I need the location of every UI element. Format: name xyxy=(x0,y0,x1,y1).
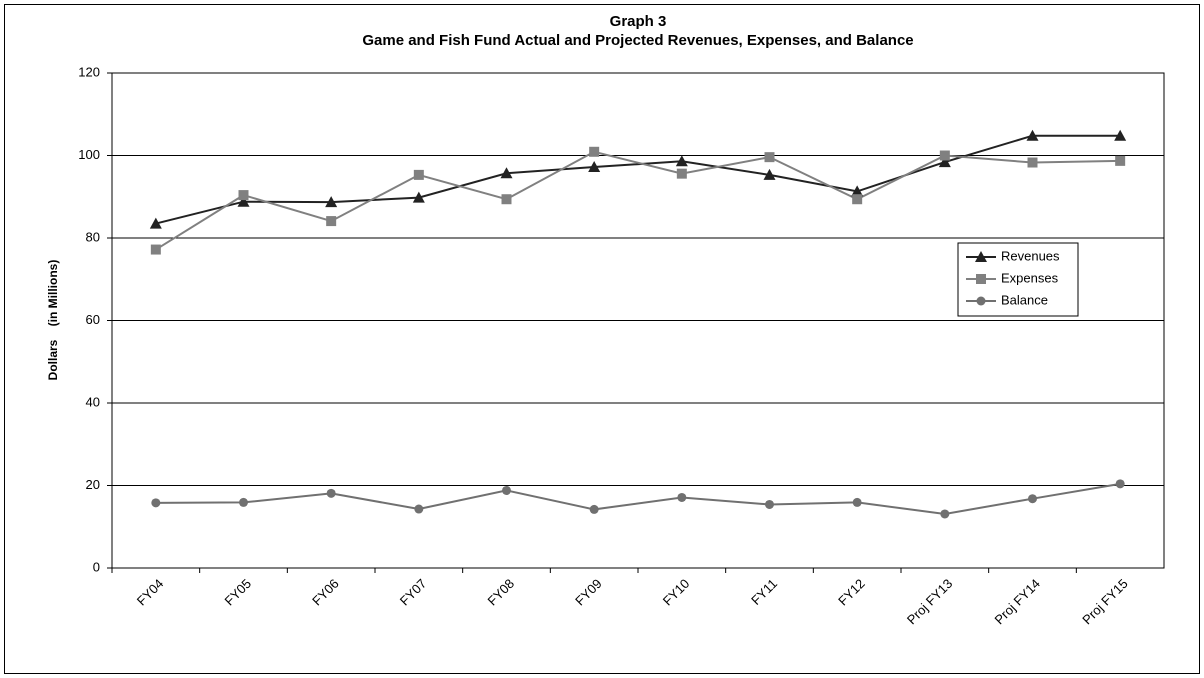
y-tick-label: 20 xyxy=(86,477,100,492)
marker xyxy=(852,497,862,507)
marker xyxy=(502,485,511,495)
marker xyxy=(414,504,424,514)
y-tick-label: 100 xyxy=(78,147,100,162)
marker xyxy=(151,498,161,508)
marker xyxy=(852,194,863,205)
marker xyxy=(589,146,600,157)
legend-label: Revenues xyxy=(1001,248,1060,263)
marker xyxy=(412,191,425,203)
chart-subtitle: Game and Fish Fund Actual and Projected … xyxy=(362,32,913,49)
marker xyxy=(764,152,775,163)
marker xyxy=(1114,129,1127,141)
legend-label: Expenses xyxy=(1001,270,1059,285)
marker xyxy=(589,504,599,514)
marker xyxy=(976,296,986,306)
marker xyxy=(765,499,774,509)
marker xyxy=(239,497,248,507)
marker xyxy=(238,190,249,201)
y-tick-label: 40 xyxy=(86,394,100,409)
marker xyxy=(940,509,950,519)
y-tick-label: 120 xyxy=(78,64,100,79)
marker xyxy=(500,167,513,179)
marker xyxy=(938,156,951,168)
marker xyxy=(501,194,512,205)
marker xyxy=(1027,157,1038,168)
marker xyxy=(763,168,776,180)
y-tick-label: 0 xyxy=(93,559,100,574)
marker xyxy=(975,251,987,262)
marker xyxy=(325,196,338,208)
y-axis-label: Dollars (in Millions) xyxy=(46,260,60,381)
marker xyxy=(1115,155,1126,166)
y-tick-label: 60 xyxy=(86,312,100,327)
series-line xyxy=(155,134,1121,225)
legend: Revenues Expenses Balance xyxy=(957,242,1079,317)
series-line xyxy=(155,150,1121,251)
marker xyxy=(939,150,950,161)
marker xyxy=(1115,479,1125,489)
marker xyxy=(1026,129,1039,141)
chart-title: Graph 3 xyxy=(610,13,667,30)
series-line xyxy=(155,482,1121,515)
marker xyxy=(677,492,687,502)
y-tick-label: 80 xyxy=(86,229,100,244)
marker xyxy=(675,155,688,167)
chart-frame xyxy=(4,4,1200,674)
marker xyxy=(326,488,336,498)
marker xyxy=(976,274,986,284)
legend-label: Balance xyxy=(1001,292,1048,307)
marker xyxy=(851,185,864,197)
marker xyxy=(237,195,250,207)
marker xyxy=(149,217,162,229)
marker xyxy=(413,169,424,180)
marker xyxy=(676,168,687,179)
marker xyxy=(326,216,337,227)
marker xyxy=(1028,494,1037,504)
marker xyxy=(150,244,161,255)
marker xyxy=(588,161,601,173)
